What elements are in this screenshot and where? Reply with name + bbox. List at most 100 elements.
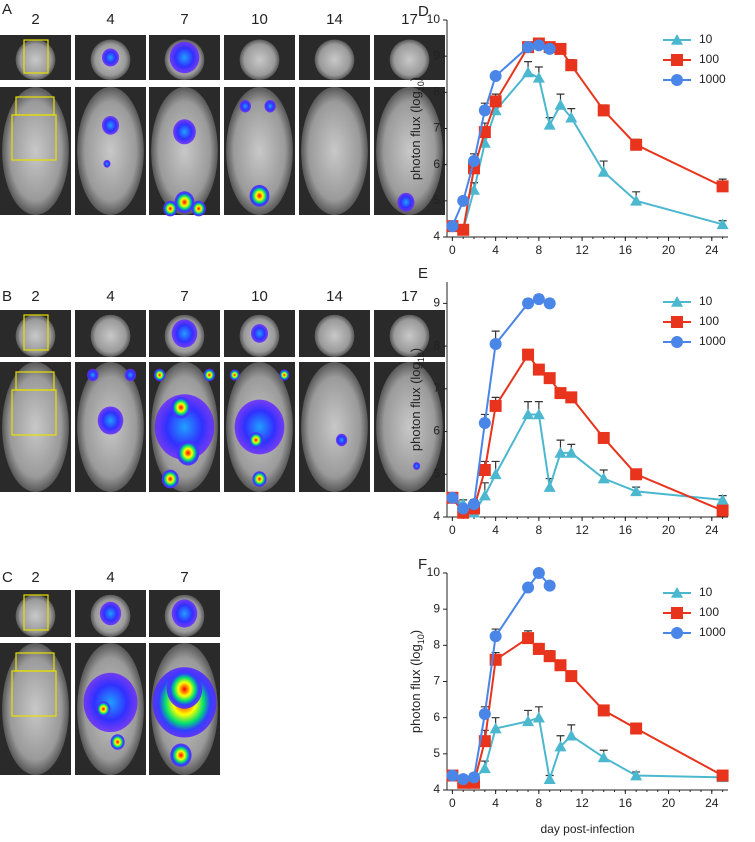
marker (478, 708, 491, 721)
marker (489, 70, 502, 83)
marker (597, 165, 610, 177)
marker (716, 504, 729, 517)
x-tick-label: 24 (705, 523, 719, 537)
marker (597, 704, 610, 717)
marker (543, 42, 556, 55)
signal (173, 119, 196, 145)
marker (522, 715, 535, 727)
marker (457, 223, 470, 236)
marker (716, 218, 729, 230)
y-tick-label: 7 (433, 381, 440, 395)
y-tick-label: 4 (433, 782, 440, 796)
y-tick-label: 9 (433, 48, 440, 62)
x-tick-label: 24 (705, 243, 719, 257)
roi-box (23, 39, 49, 74)
x-tick-label: 0 (449, 243, 456, 257)
x-tick-label: 20 (662, 796, 676, 810)
marker (554, 446, 567, 458)
signal (170, 743, 192, 767)
marker (532, 711, 545, 723)
marker (468, 498, 481, 511)
legend-marker (671, 336, 683, 348)
marker (532, 363, 545, 376)
legend-marker (671, 74, 683, 86)
marker (554, 740, 567, 752)
marker (522, 41, 535, 54)
marker (446, 769, 459, 782)
mouse-body (301, 362, 368, 492)
x-tick-label: 12 (575, 796, 589, 810)
marker (630, 468, 643, 481)
legend-label: 10 (699, 585, 713, 599)
marker (630, 485, 643, 497)
signal (171, 396, 191, 419)
y-axis-label-part: 10 (416, 81, 426, 91)
marker (457, 502, 470, 515)
legend-label: 100 (699, 314, 719, 328)
x-tick-label: 20 (662, 523, 676, 537)
marker (489, 630, 502, 643)
marker (478, 417, 491, 429)
legend-marker (671, 296, 683, 307)
marker (489, 337, 502, 350)
day-label: 10 (251, 11, 268, 28)
signal (229, 369, 240, 381)
signal (166, 669, 203, 709)
signal (101, 48, 120, 67)
x-tick-label: 0 (449, 796, 456, 810)
day-label: 2 (31, 11, 39, 28)
day-label: 4 (106, 569, 114, 586)
signal (97, 406, 124, 435)
marker (522, 581, 535, 594)
marker (543, 579, 556, 592)
legend-marker (671, 587, 683, 598)
marker (478, 762, 491, 774)
marker (489, 722, 502, 734)
marker (522, 297, 535, 310)
marker (489, 95, 502, 108)
signal (335, 433, 348, 447)
marker (543, 372, 556, 385)
mouse-body (301, 87, 368, 215)
series-line (451, 413, 723, 515)
marker (554, 42, 567, 55)
signal (203, 368, 216, 382)
mouse-body (376, 362, 443, 492)
marker (532, 39, 545, 52)
marker (630, 138, 643, 151)
marker (457, 194, 470, 207)
marker (532, 567, 545, 579)
signal (101, 116, 120, 135)
marker (489, 399, 502, 412)
marker (565, 446, 578, 458)
marker (543, 118, 556, 130)
marker (489, 468, 502, 480)
legend-label: 10 (699, 294, 713, 308)
y-tick-label: 8 (433, 338, 440, 352)
y-tick-label: 10 (427, 565, 441, 579)
mouse-head (314, 39, 355, 80)
panel-letter: A (2, 1, 12, 18)
day-label: 7 (180, 11, 188, 28)
signal (163, 200, 178, 217)
y-axis-label-part: ) (408, 348, 423, 352)
marker (543, 481, 556, 492)
signal (397, 192, 415, 212)
marker (446, 220, 459, 233)
signal (153, 368, 166, 382)
signal (176, 440, 200, 466)
mouse-head (15, 594, 56, 637)
legend-marker (671, 54, 683, 66)
roi-box (23, 314, 49, 351)
y-tick-label: 5 (433, 466, 440, 480)
y-tick-label: 7 (433, 121, 440, 135)
mouse-body (226, 87, 293, 215)
signal (264, 99, 276, 113)
signal (174, 191, 195, 214)
marker (597, 472, 610, 484)
roi-box (11, 114, 57, 161)
mouse-body (151, 87, 218, 215)
y-tick-label: 4 (433, 229, 440, 243)
panel-letter: E (418, 265, 428, 282)
y-tick-label: 10 (427, 12, 441, 26)
